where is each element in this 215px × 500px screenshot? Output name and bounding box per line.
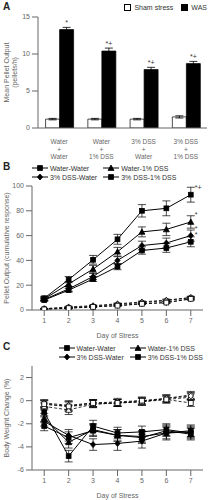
html-text:Sham stress: Sham stress xyxy=(134,4,174,11)
svg-text:2: 2 xyxy=(20,374,24,381)
svg-text:2: 2 xyxy=(67,477,71,484)
html-text:C: C xyxy=(3,341,11,352)
html-text:3% DSS-Water: 3% DSS-Water xyxy=(76,353,124,361)
svg-text:*+: *+ xyxy=(190,53,197,60)
svg-text:Body Weight Change (%): Body Weight Change (%) xyxy=(3,379,11,458)
html-text:A: A xyxy=(3,1,11,12)
svg-text:Pellet Output (cumulative resp: Pellet Output (cumulative response) xyxy=(3,192,11,303)
svg-text:3% DSS+Water: 3% DSS+Water xyxy=(131,138,156,160)
html-text:Water-Water: Water-Water xyxy=(76,344,116,352)
html-text:WAS: WAS xyxy=(191,4,207,11)
svg-text:15: 15 xyxy=(22,13,30,20)
svg-text:6: 6 xyxy=(164,317,168,324)
svg-text:1: 1 xyxy=(42,477,46,484)
svg-text:-6: -6 xyxy=(18,466,24,473)
svg-text:0: 0 xyxy=(26,124,30,131)
svg-text:7: 7 xyxy=(189,477,193,484)
svg-text:-4: -4 xyxy=(18,443,24,450)
svg-text:Day of Stress: Day of Stress xyxy=(96,332,139,340)
svg-text:0: 0 xyxy=(20,397,24,404)
svg-text:-2: -2 xyxy=(18,420,24,427)
svg-text:Day of Stress: Day of Stress xyxy=(96,492,139,500)
svg-text:*+: *+ xyxy=(195,184,202,191)
svg-text:*: * xyxy=(195,231,198,238)
html-text:3% DSS-1% DSS: 3% DSS-1% DSS xyxy=(147,353,203,361)
svg-text:80: 80 xyxy=(16,207,24,214)
html-text:Water-1% DSS: Water-1% DSS xyxy=(147,344,195,352)
svg-text:0: 0 xyxy=(20,306,24,313)
svg-text:*: * xyxy=(195,211,198,218)
svg-text:3: 3 xyxy=(91,477,95,484)
svg-text:60: 60 xyxy=(16,232,24,239)
svg-text:6: 6 xyxy=(164,477,168,484)
html-text:Water-1% DSS: Water-1% DSS xyxy=(121,164,169,172)
svg-text:4: 4 xyxy=(116,477,120,484)
svg-text:3: 3 xyxy=(91,317,95,324)
html-text:B: B xyxy=(3,161,11,172)
html-text:3% DSS-1% DSS: 3% DSS-1% DSS xyxy=(121,173,177,181)
svg-text:*+: *+ xyxy=(148,59,155,66)
svg-text:5: 5 xyxy=(26,87,30,94)
svg-text:Water+Water: Water+Water xyxy=(51,138,69,160)
svg-text:Water+1% DSS: Water+1% DSS xyxy=(89,138,114,160)
svg-text:100: 100 xyxy=(12,182,24,189)
svg-text:20: 20 xyxy=(16,282,24,289)
svg-text:*: * xyxy=(65,19,68,26)
svg-text:10: 10 xyxy=(22,50,30,57)
svg-text:2: 2 xyxy=(67,317,71,324)
svg-text:1: 1 xyxy=(42,317,46,324)
svg-text:7: 7 xyxy=(189,317,193,324)
svg-text:5: 5 xyxy=(140,317,144,324)
html-text:3% DSS-Water: 3% DSS-Water xyxy=(50,173,98,181)
svg-text:4: 4 xyxy=(116,317,120,324)
svg-text:40: 40 xyxy=(16,257,24,264)
svg-text:Mean Pellet Output(pellets/h): Mean Pellet Output(pellets/h) xyxy=(3,42,19,102)
svg-text:*+: *+ xyxy=(105,40,112,47)
svg-text:3% DSS+1% DSS: 3% DSS+1% DSS xyxy=(174,138,199,160)
svg-text:5: 5 xyxy=(140,477,144,484)
html-text:Water-Water: Water-Water xyxy=(50,164,90,172)
